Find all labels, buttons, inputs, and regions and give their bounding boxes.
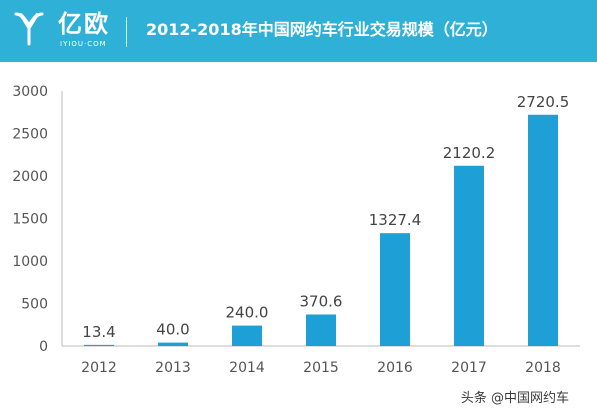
x-tick-label: 2018 <box>525 360 561 376</box>
y-tick-label: 2500 <box>12 127 48 143</box>
x-tick-label: 2015 <box>303 360 339 376</box>
bar <box>158 342 188 346</box>
y-tick-label: 1500 <box>12 212 48 228</box>
page-title: 2012-2018年中国网约车行业交易规模（亿元） <box>146 20 498 39</box>
data-label: 13.4 <box>82 323 115 341</box>
brand-name: 亿欧 <box>58 10 110 38</box>
y-tick-label: 2000 <box>12 169 48 185</box>
bar <box>528 114 558 346</box>
bar <box>454 165 484 346</box>
data-label: 370.6 <box>300 292 343 310</box>
bar <box>306 314 336 346</box>
data-label: 2720.5 <box>517 93 570 111</box>
brand-subtitle: IYIOU·COM <box>60 40 107 48</box>
x-tick-label: 2014 <box>229 360 265 376</box>
x-tick-label: 2016 <box>377 360 413 376</box>
x-tick-label: 2017 <box>451 360 487 376</box>
x-tick-label: 2013 <box>155 360 191 376</box>
y-tick-label: 500 <box>21 297 48 313</box>
data-label: 1327.4 <box>369 211 422 229</box>
logo-icon <box>14 12 44 46</box>
bar <box>232 325 262 346</box>
watermark: 头条 @中国网约车 <box>460 391 569 406</box>
y-tick-label: 1000 <box>12 254 48 270</box>
data-label: 2120.2 <box>443 144 496 162</box>
bar <box>380 233 410 346</box>
bars: 13.4 40.0 240.0 370.6 1327.4 2120.2 2720.5 <box>82 93 569 346</box>
x-axis: 2012 2013 2014 2015 2016 2017 2018 <box>81 360 561 376</box>
banner-divider <box>126 17 127 47</box>
y-tick-label: 3000 <box>12 84 48 100</box>
y-tick-label: 0 <box>39 339 48 355</box>
y-axis: 0 500 1000 1500 2000 2500 3000 <box>12 84 48 355</box>
header-banner: 亿欧 IYIOU·COM 2012-2018年中国网约车行业交易规模（亿元） <box>0 0 597 62</box>
data-label: 40.0 <box>156 321 189 339</box>
bar <box>84 344 114 346</box>
bar-chart: 0 500 1000 1500 2000 2500 3000 13.4 40.0 240.0 37… <box>12 84 580 376</box>
data-label: 240.0 <box>226 304 269 322</box>
x-tick-label: 2012 <box>81 360 117 376</box>
